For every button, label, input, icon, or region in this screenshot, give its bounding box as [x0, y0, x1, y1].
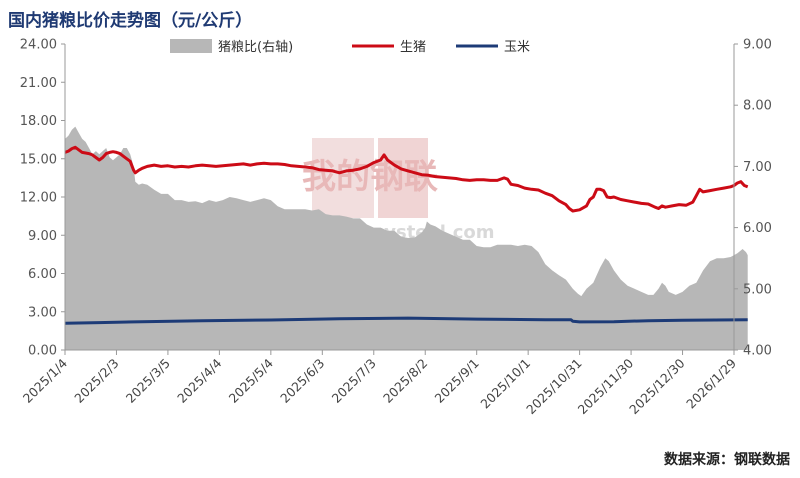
y-left-tick-label: 9.00: [28, 229, 57, 244]
x-tick-label: 2026/1/29: [683, 355, 739, 411]
x-tick-label: 2025/7/3: [329, 356, 379, 406]
y-left-tick-label: 6.00: [28, 267, 57, 282]
y-left-tick-label: 15.00: [20, 152, 57, 167]
data-source: 数据来源：钢联数据: [664, 452, 790, 468]
watermark-logo-right: [378, 138, 428, 218]
y-right-tick-label: 6.00: [743, 221, 772, 236]
series-area-hog-grain-ratio: [65, 126, 748, 350]
x-tick-label: 2025/6/3: [277, 356, 327, 406]
legend: 猪粮比(右轴) 生猪 玉米: [170, 39, 530, 55]
series-line-corn: [64, 316, 748, 325]
y-left-tick-label: 3.00: [28, 305, 57, 320]
y-right-tick-label: 9.00: [743, 38, 772, 53]
y-right-tick-label: 8.00: [743, 99, 772, 114]
y-right-tick-label: 7.00: [743, 160, 772, 175]
x-tick-label: 2025/1/4: [20, 355, 70, 405]
y-left-tick-label: 24.00: [20, 38, 57, 53]
y-left-tick-label: 12.00: [20, 191, 57, 206]
line-layer: [64, 145, 749, 325]
y-left-tick-label: 0.00: [28, 344, 57, 359]
watermark-logo-left: [312, 138, 374, 218]
y-left-tick-label: 18.00: [20, 114, 57, 129]
x-tick-label: 2025/12/30: [626, 355, 688, 417]
x-tick-label: 2025/3/5: [123, 356, 173, 406]
y-right-tick-label: 4.00: [743, 344, 772, 359]
legend-swatch-ratio: [170, 39, 212, 53]
legend-label: 生猪: [400, 40, 426, 55]
x-tick-label: 2025/2/3: [71, 356, 121, 406]
legend-label: 玉米: [504, 40, 530, 55]
y-left-tick-label: 21.00: [20, 76, 57, 91]
x-tick-label: 2025/4/4: [174, 355, 224, 405]
y-right-tick-label: 5.00: [743, 282, 772, 297]
watermark: 我的钢联 mysteel.com: [302, 138, 495, 243]
x-tick-label: 2025/9/1: [432, 356, 482, 406]
chart-title: 国内猪粮比价走势图（元/公斤）: [8, 11, 253, 31]
legend-label: 猪粮比(右轴): [218, 40, 293, 55]
area-layer: [65, 126, 748, 350]
series-line-hog: [64, 145, 749, 213]
x-tick-label: 2025/10/1: [477, 356, 533, 412]
x-tick-label: 2025/8/2: [380, 356, 430, 406]
x-tick-label: 2025/5/4: [226, 355, 276, 405]
